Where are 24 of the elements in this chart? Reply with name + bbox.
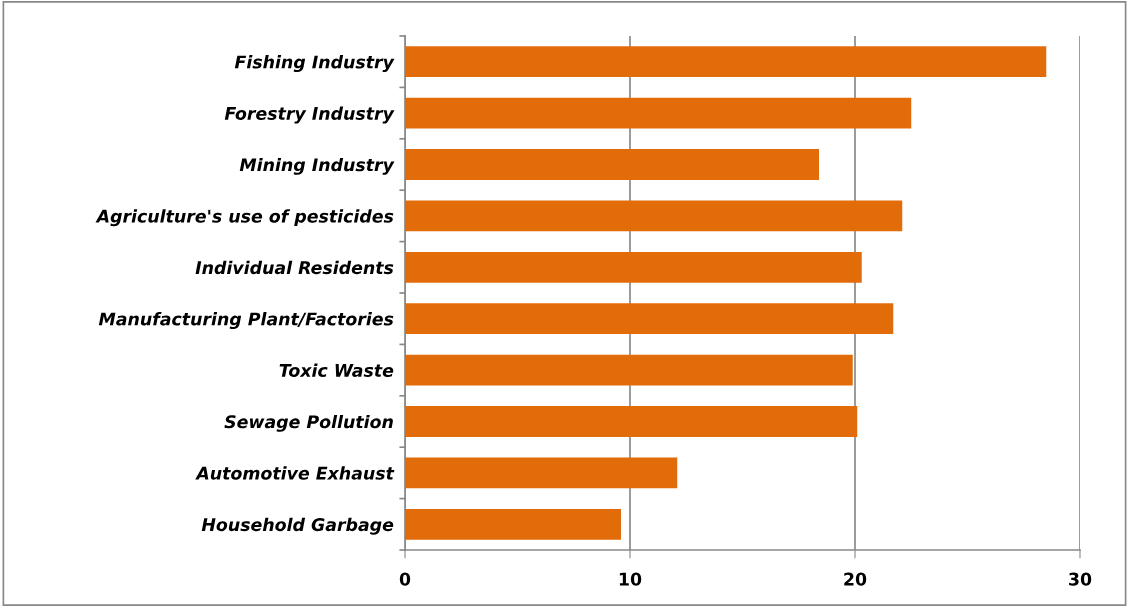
x-tick-label: 0 [399, 572, 411, 586]
bar [405, 457, 678, 489]
y-tick-label: Toxic Waste [279, 363, 394, 377]
bar [405, 251, 862, 283]
y-tick-label: Agriculture's use of pesticides [95, 209, 394, 227]
x-tick-label: 30 [1069, 572, 1092, 586]
bar [405, 46, 1047, 78]
bar [405, 149, 819, 180]
y-tick-label: Forestry Industry [224, 106, 395, 124]
y-tick-label: Sewage Pollution [224, 414, 393, 432]
y-tick-label: Individual Residents [195, 260, 394, 275]
y-tick-label: Fishing Industry [234, 55, 395, 73]
y-tick-label: Manufacturing Plant/Factories [98, 312, 394, 330]
bar [405, 97, 912, 129]
y-tick-label: Mining Industry [239, 157, 395, 175]
bar [405, 354, 853, 386]
bar [405, 200, 903, 232]
bar [405, 508, 621, 540]
y-tick-label: Household Garbage [201, 517, 394, 535]
y-tick-label: Automotive Exhaust [195, 466, 395, 480]
x-tick-label: 20 [844, 572, 867, 586]
x-tick-label: 10 [619, 572, 642, 586]
bar [405, 303, 894, 335]
bar [405, 406, 858, 437]
